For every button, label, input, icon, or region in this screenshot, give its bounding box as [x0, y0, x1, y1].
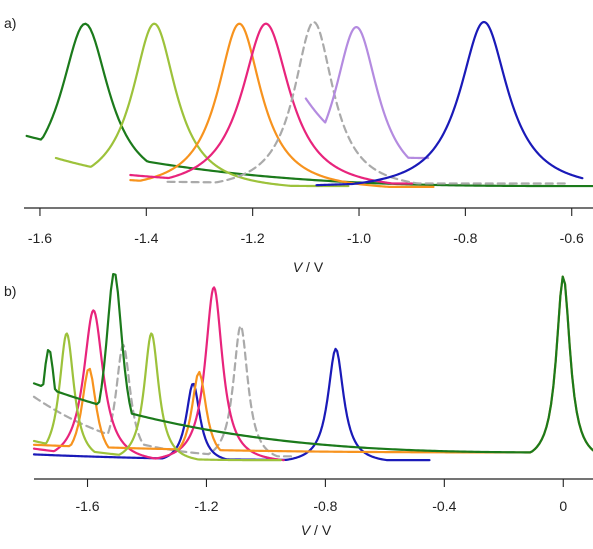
panel-b-series-4-line — [32, 332, 282, 462]
panel-a-series-2-line — [129, 22, 435, 188]
panel-b-label: b) — [4, 283, 16, 299]
panel-a-series-6-line — [315, 20, 584, 187]
panel-a-ticks: -1.6 -1.4 -1.2 -1.0 -0.8 -0.6 — [28, 208, 584, 246]
panel-b-series-1-line — [32, 347, 431, 462]
panel-b-series-2-line — [32, 286, 285, 462]
panel-b-x-tick-label-3: -0.4 — [432, 498, 456, 514]
panel-b-x-axis-label-unit: / V — [310, 522, 332, 538]
panel-a-x-tick-label-4: -0.8 — [453, 230, 477, 246]
panel-a-x-tick-label-0: -1.6 — [28, 230, 52, 246]
panel-b-curves — [32, 272, 593, 462]
panel-a-x-tick-label-1: -1.4 — [134, 230, 158, 246]
panel-b-x-tick-label-2: -0.8 — [313, 498, 337, 514]
panel-a-x-tick-label-2: -1.2 — [241, 230, 265, 246]
panel-a-x-axis-label-unit: / V — [302, 259, 324, 275]
panel-a-series-4-line — [166, 20, 568, 185]
panel-a: a) -1.6 -1.4 -1.2 -1.0 -0.8 -0.6 V / V — [4, 15, 593, 275]
panel-a-series-5-line — [304, 26, 430, 160]
panel-a-curves — [25, 20, 593, 188]
panel-b-x-axis-label: V / V — [301, 522, 332, 538]
panel-a-series-1-line — [54, 22, 350, 188]
panel-a-x-tick-label-3: -1.0 — [347, 230, 371, 246]
panel-b: b) -1.6 -1.2 -0.8 -0.4 0 V / V — [4, 272, 593, 538]
panel-a-x-axis-label: V / V — [293, 259, 324, 275]
panel-a-series-3-line — [129, 22, 414, 185]
panel-a-label: a) — [4, 15, 16, 31]
panel-a-x-axis-label-symbol: V — [293, 259, 304, 275]
panel-b-x-tick-label-1: -1.2 — [194, 498, 218, 514]
panel-b-ticks: -1.6 -1.2 -0.8 -0.4 0 — [75, 479, 567, 514]
panel-a-x-tick-label-5: -0.6 — [560, 230, 584, 246]
panel-b-series-5-line — [32, 272, 593, 454]
panel-b-x-tick-label-0: -1.6 — [75, 498, 99, 514]
panel-b-series-0-line — [32, 325, 297, 458]
panel-b-x-axis-label-symbol: V — [301, 522, 312, 538]
panel-b-x-tick-label-4: 0 — [559, 498, 567, 514]
